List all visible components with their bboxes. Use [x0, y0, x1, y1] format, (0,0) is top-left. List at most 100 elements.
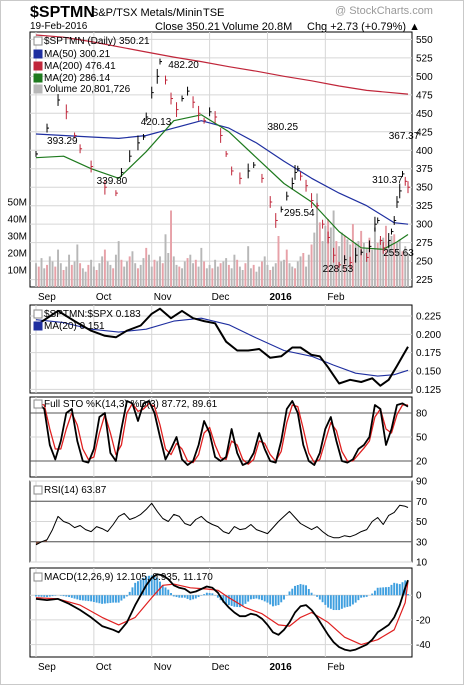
macd-histogram-bar — [216, 595, 219, 598]
volume-bar — [194, 259, 197, 287]
volume-bar — [81, 268, 84, 287]
volume-bar — [371, 249, 374, 287]
macd-histogram-bar — [354, 595, 357, 603]
volume-bar — [203, 261, 206, 287]
macd-histogram-bar — [65, 595, 68, 597]
price-annotation: 339.80 — [97, 176, 128, 187]
price-axis-y-tick: 350 — [416, 183, 433, 194]
ratio-axis-y-tick: 0.175 — [416, 348, 441, 359]
volume-bar — [172, 256, 175, 287]
macd-histogram-bar — [197, 595, 200, 598]
macd-signal-line — [35, 581, 409, 646]
macd-histogram-bar — [244, 595, 247, 604]
macd-histogram-bar — [208, 593, 211, 596]
volume-bar — [70, 264, 73, 287]
volume-bar — [150, 266, 153, 287]
volume-bar — [95, 270, 98, 287]
volume-bar — [225, 258, 228, 287]
volume-bar — [175, 264, 178, 287]
macd-axis-y-tick: -40 — [416, 640, 431, 651]
month-label-bottom: Nov — [154, 662, 172, 673]
volume-bar — [192, 263, 195, 287]
volume-bar — [178, 266, 181, 287]
macd-histogram-bar — [112, 595, 115, 603]
ratio-ma20-line — [35, 317, 409, 377]
volume-bar — [227, 264, 230, 287]
volume-bar — [288, 263, 291, 287]
security-name: S&P/TSX Metals/Minin — [91, 7, 203, 19]
volume-bar — [79, 263, 82, 287]
volume-bar — [266, 264, 269, 287]
volume-y-tick: 40M — [8, 215, 27, 226]
price-legend-ma50-label: MA(50) 300.21 — [44, 49, 111, 60]
macd-histogram-bar — [106, 595, 109, 604]
macd-histogram-bar — [150, 575, 153, 596]
volume-bar — [62, 270, 65, 287]
volume-bar — [84, 271, 87, 287]
price-axis-y-tick: 325 — [416, 201, 433, 212]
macd-histogram-bar — [76, 595, 79, 600]
volume-bar — [211, 268, 214, 287]
price-axis-y-tick: 400 — [416, 146, 433, 157]
chart-date: 19-Feb-2016 — [30, 21, 88, 32]
macd-histogram-bar — [332, 595, 335, 611]
volume-bar — [365, 247, 368, 287]
macd-histogram-bar — [167, 589, 170, 596]
volume-bar — [51, 261, 54, 287]
volume-bar — [98, 263, 101, 287]
volume-bar — [346, 239, 349, 287]
month-label-top: Oct — [96, 292, 112, 303]
volume-bar — [139, 264, 142, 287]
volume-bar — [106, 261, 109, 287]
volume-y-tick: 20M — [8, 249, 27, 260]
volume-bar — [233, 254, 236, 287]
volume-bar — [404, 246, 407, 287]
volume-bar — [40, 258, 43, 287]
volume-bar — [379, 239, 382, 287]
volume-bar — [68, 254, 71, 287]
ma200-line — [35, 34, 409, 95]
volume-bar — [103, 249, 106, 287]
macd-histogram-bar — [175, 595, 178, 598]
macd-histogram-bar — [136, 581, 139, 596]
macd-histogram-bar — [238, 595, 241, 608]
macd-histogram-bar — [128, 591, 131, 596]
volume-bar — [90, 259, 93, 287]
macd-histogram-bar — [365, 595, 368, 597]
volume-bar — [200, 247, 203, 287]
macd-histogram-bar — [343, 595, 346, 608]
macd-histogram-bar — [305, 585, 308, 596]
volume-y-tick: 10M — [8, 266, 27, 277]
macd-line — [35, 573, 409, 652]
volume-bar — [299, 256, 302, 287]
macd-histogram-bar — [291, 588, 294, 596]
price-annotation: 228.53 — [323, 264, 354, 275]
macd-histogram-bar — [407, 594, 409, 596]
volume-bar — [87, 264, 90, 287]
volume-bar — [164, 234, 167, 287]
price-axis-y-tick: 250 — [416, 257, 433, 268]
macd-histogram-bar — [376, 587, 379, 596]
volume-bar — [310, 244, 313, 287]
volume-bar — [161, 263, 164, 287]
macd-histogram-bar — [43, 595, 46, 597]
macd-histogram-bar — [362, 595, 365, 598]
volume-bar — [183, 261, 186, 287]
volume-bar — [186, 258, 189, 287]
rsi-axis-y-tick: 50 — [416, 517, 428, 528]
macd-histogram-bar — [46, 595, 48, 598]
volume-bar — [316, 193, 319, 287]
sto-k-line — [35, 400, 409, 466]
volume-bar — [285, 249, 288, 287]
macd-histogram-bar — [227, 595, 230, 606]
macd-histogram-bar — [98, 595, 101, 604]
volume-bar — [354, 242, 357, 287]
macd-axis-y-tick: -20 — [416, 615, 431, 626]
macd-histogram-bar — [357, 595, 360, 601]
volume-bar — [247, 246, 250, 287]
macd-histogram-bar — [37, 595, 40, 597]
price-axis-y-tick: 550 — [416, 35, 433, 46]
price-legend-ma50-swatch — [33, 49, 43, 59]
macd-histogram-bar — [338, 595, 341, 611]
ma20-line — [35, 114, 409, 250]
